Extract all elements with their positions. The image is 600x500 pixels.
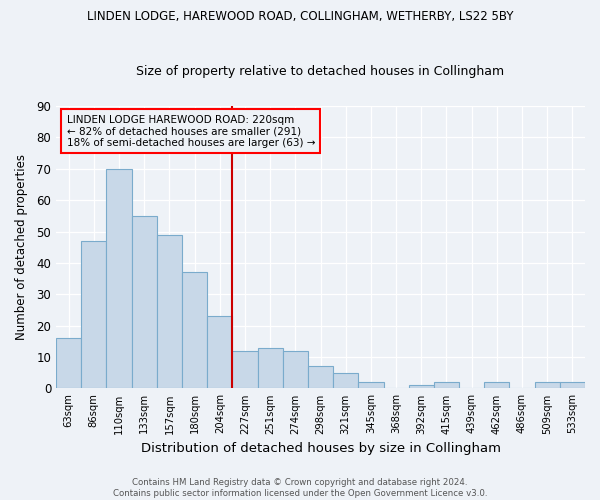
Bar bbox=[56, 338, 81, 388]
Bar bbox=[283, 351, 308, 389]
Bar bbox=[207, 316, 232, 388]
Bar bbox=[157, 234, 182, 388]
Bar bbox=[182, 272, 207, 388]
Bar bbox=[560, 382, 585, 388]
Text: Contains HM Land Registry data © Crown copyright and database right 2024.
Contai: Contains HM Land Registry data © Crown c… bbox=[113, 478, 487, 498]
Bar bbox=[81, 241, 106, 388]
Bar bbox=[232, 351, 257, 389]
Bar bbox=[257, 348, 283, 389]
Bar bbox=[434, 382, 459, 388]
Bar bbox=[308, 366, 333, 388]
Bar bbox=[333, 372, 358, 388]
Bar bbox=[535, 382, 560, 388]
Bar bbox=[131, 216, 157, 388]
Text: LINDEN LODGE HAREWOOD ROAD: 220sqm
← 82% of detached houses are smaller (291)
18: LINDEN LODGE HAREWOOD ROAD: 220sqm ← 82%… bbox=[67, 114, 315, 148]
Text: LINDEN LODGE, HAREWOOD ROAD, COLLINGHAM, WETHERBY, LS22 5BY: LINDEN LODGE, HAREWOOD ROAD, COLLINGHAM,… bbox=[87, 10, 513, 23]
X-axis label: Distribution of detached houses by size in Collingham: Distribution of detached houses by size … bbox=[140, 442, 500, 455]
Bar bbox=[106, 169, 131, 388]
Bar bbox=[409, 386, 434, 388]
Bar bbox=[484, 382, 509, 388]
Bar bbox=[358, 382, 383, 388]
Y-axis label: Number of detached properties: Number of detached properties bbox=[15, 154, 28, 340]
Title: Size of property relative to detached houses in Collingham: Size of property relative to detached ho… bbox=[136, 66, 505, 78]
